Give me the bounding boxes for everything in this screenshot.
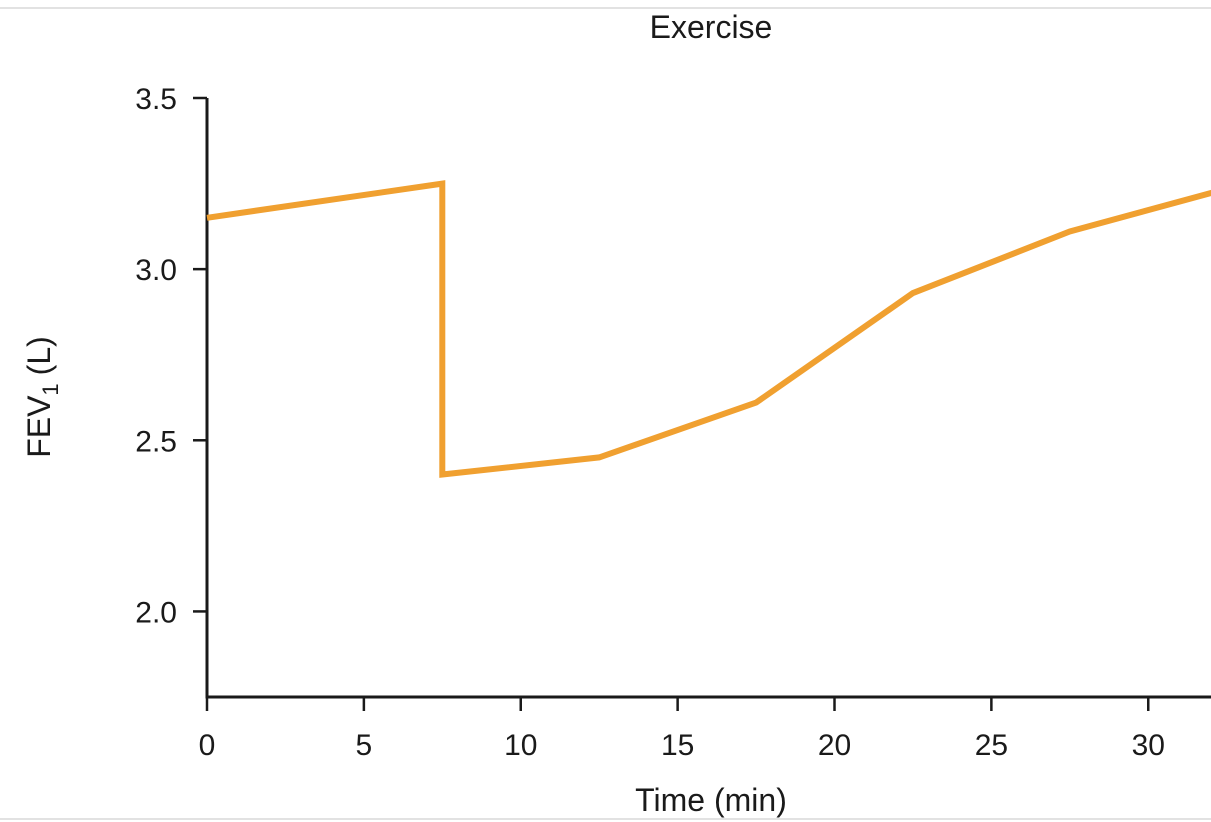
x-tick-label: 10 xyxy=(504,729,537,762)
x-tick-label: 30 xyxy=(1132,729,1165,762)
x-ticks: 0 5 10 15 20 25 30 xyxy=(199,697,1165,762)
svg-text:FEV1(L): FEV1 (L) xyxy=(21,336,63,458)
y-axis-title-unit: (L) xyxy=(21,336,57,375)
x-tick-label: 15 xyxy=(661,729,694,762)
y-tick-label: 3.5 xyxy=(135,83,177,116)
x-tick-label: 0 xyxy=(199,729,216,762)
y-tick-label: 3.0 xyxy=(135,254,177,287)
series-layer xyxy=(206,180,1211,478)
y-axis-title-subscript: 1 xyxy=(38,383,63,395)
x-tick-label: 5 xyxy=(356,729,373,762)
x-tick-label: 20 xyxy=(818,729,851,762)
y-axis-title: FEV1 (L) xyxy=(21,336,63,458)
y-ticks: 2.0 2.5 3.0 3.5 xyxy=(135,83,207,629)
x-tick-label: 25 xyxy=(975,729,1008,762)
fev1-series-line xyxy=(206,180,1211,478)
x-axis-title: Time (min) xyxy=(635,782,787,818)
y-tick-label: 2.5 xyxy=(135,425,177,458)
chart-title: Exercise xyxy=(650,9,773,45)
y-tick-label: 2.0 xyxy=(135,596,177,629)
axes xyxy=(205,98,1211,699)
y-axis-title-main: FEV xyxy=(21,395,57,458)
